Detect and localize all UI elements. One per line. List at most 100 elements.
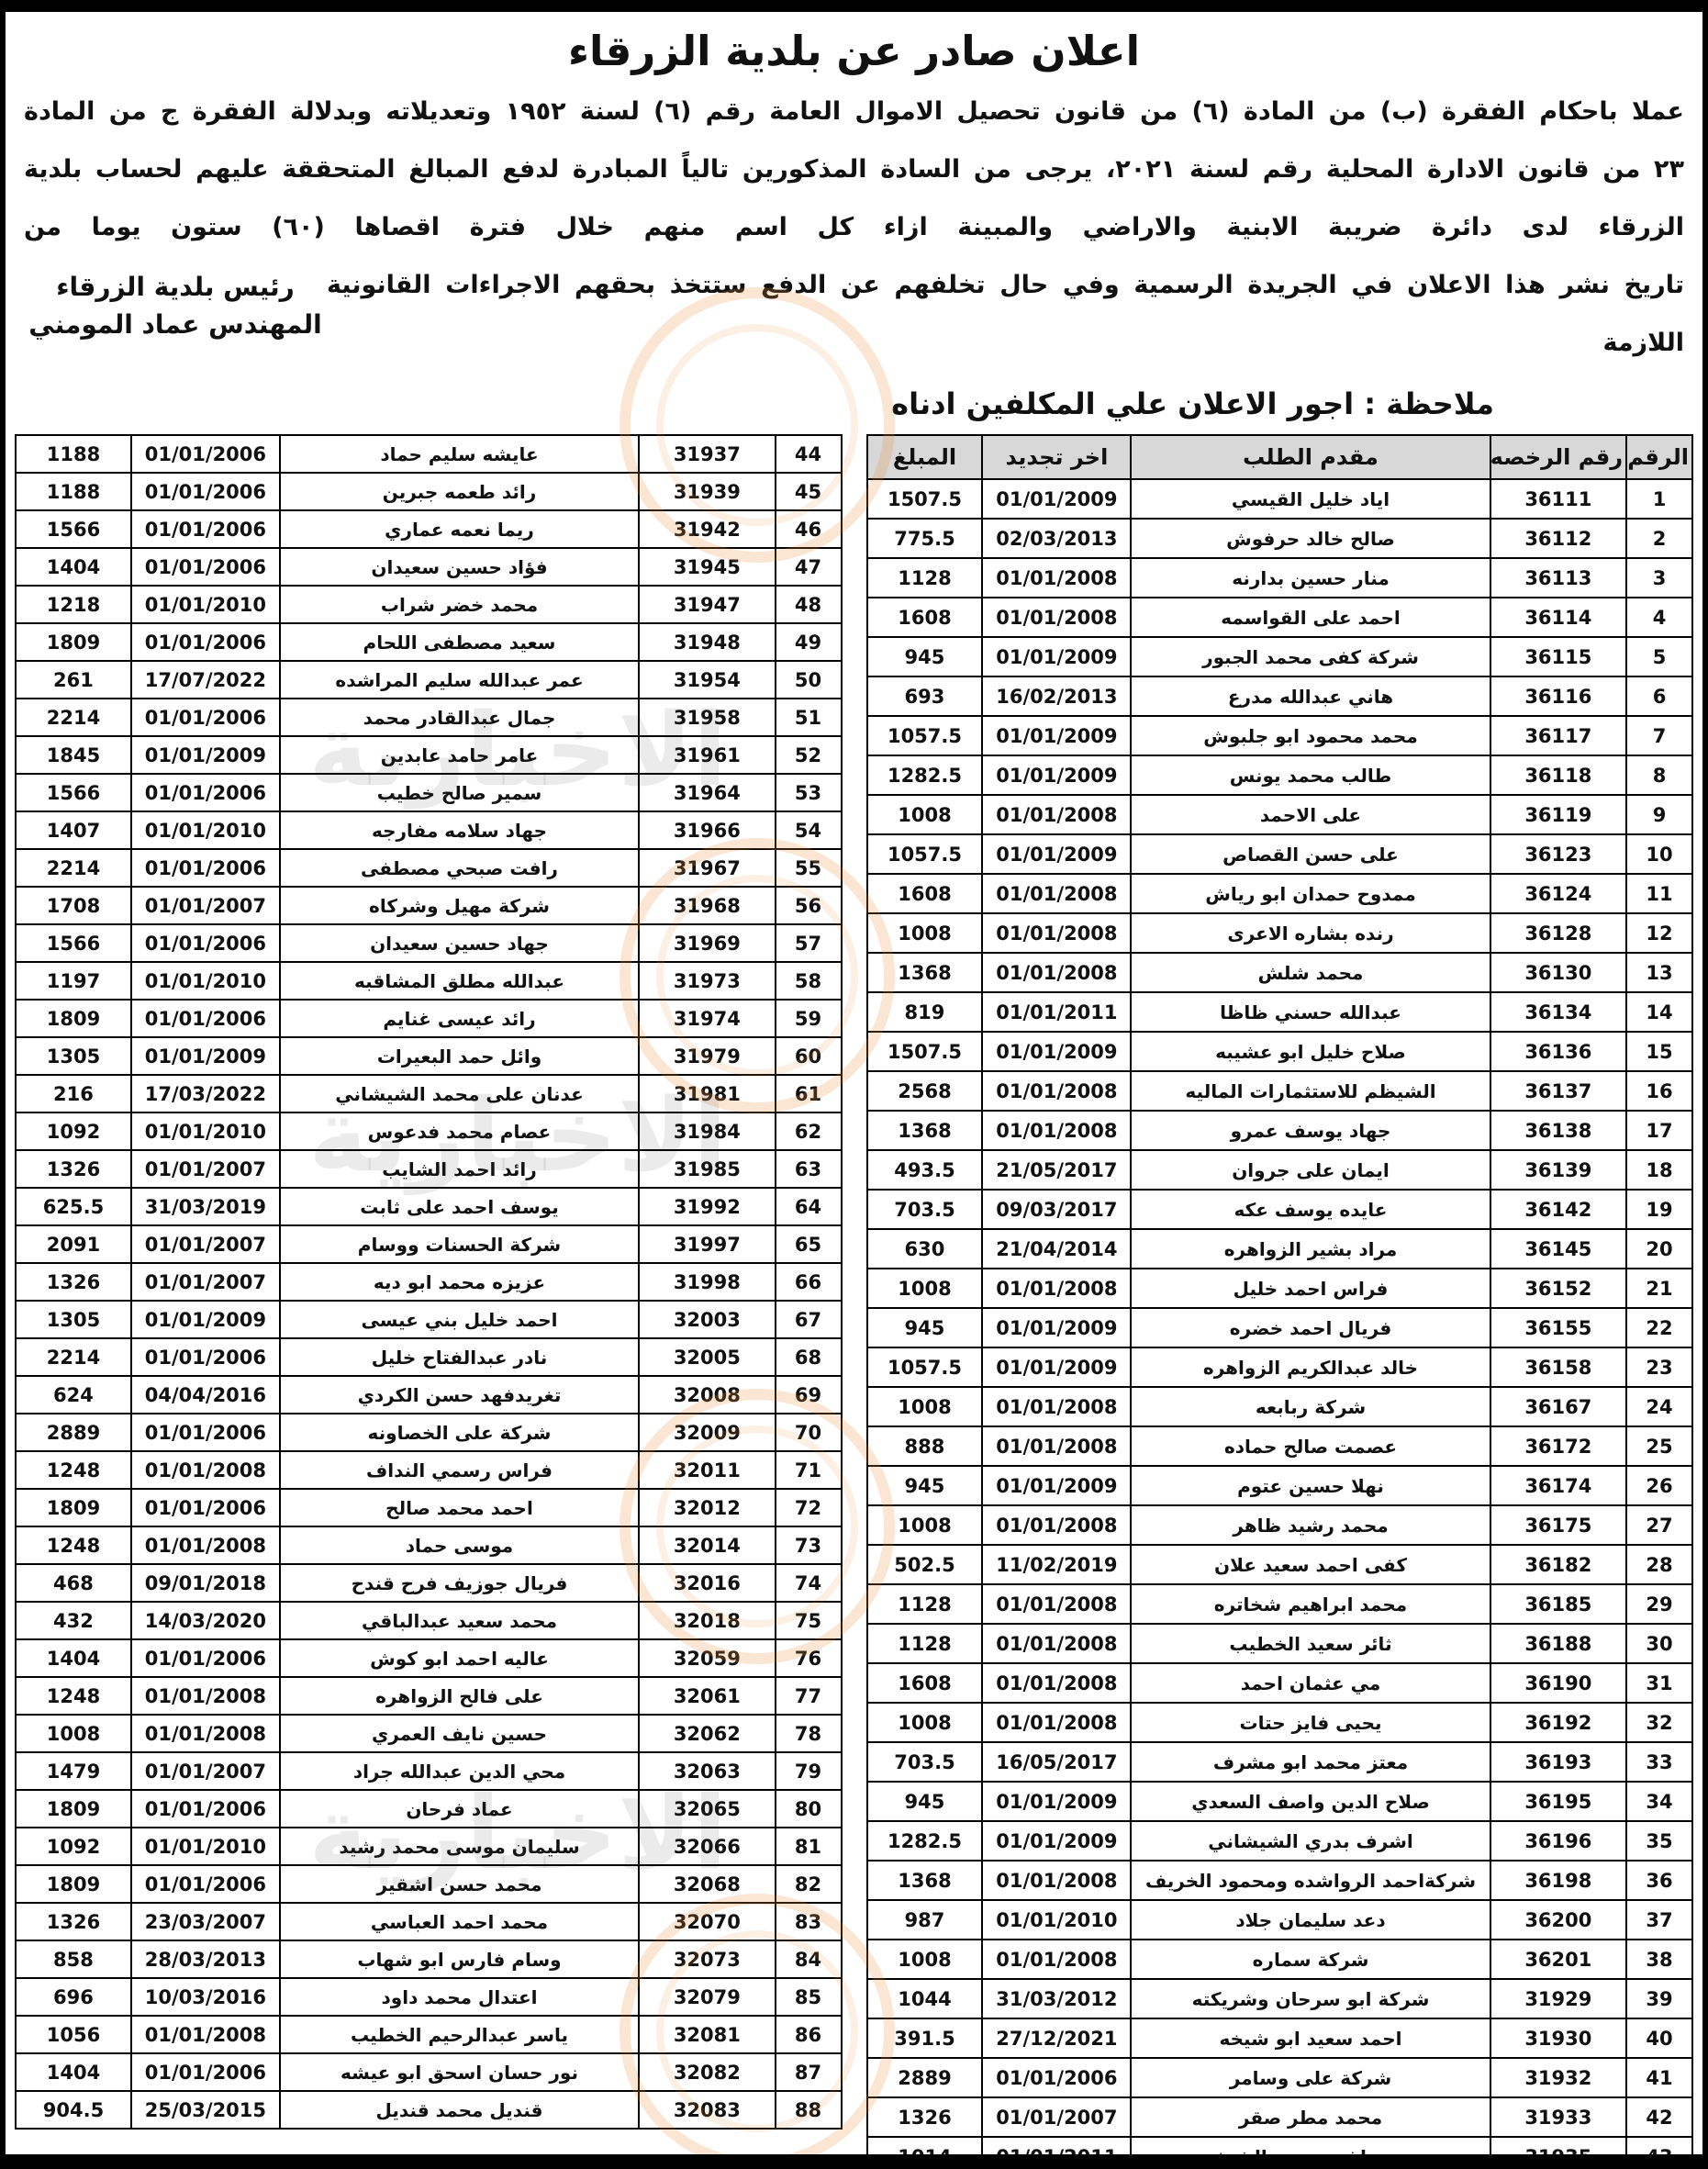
cell-license: 32073 [638,1940,776,1979]
cell-license: 36128 [1489,912,1628,954]
cell-amount: 1008 [865,912,984,954]
table-row: 42 31933 محمد مطر صقر 01/01/2007 1326 [865,2096,1693,2138]
cell-renewal: 01/01/2006 [129,999,281,1038]
cell-num: 6 [1625,676,1693,717]
cell-amount: 1368 [865,1110,984,1151]
cell-applicant: صالح خالد حرفوش [1130,518,1491,559]
cell-applicant: فراس احمد خليل [1130,1268,1491,1309]
cell-amount: 1197 [15,961,132,1001]
table-row: 53 31964 سمير صالح خطيب 01/01/2006 1566 [15,773,843,812]
cell-applicant: محي الدين عبدالله جراد [278,1751,641,1791]
cell-renewal: 01/01/2009 [981,1031,1133,1072]
cell-amount: 696 [15,1977,132,2017]
cell-num: 76 [774,1638,843,1678]
cell-num: 70 [774,1413,843,1452]
cell-amount: 2568 [865,1070,984,1112]
cell-amount: 2889 [865,2057,984,2098]
cell-renewal: 01/01/2007 [129,1149,281,1189]
table-row: 22 36155 فريال احمد خضره 01/01/2009 945 [865,1307,1693,1348]
cell-license: 31979 [638,1036,776,1076]
cell-amount: 819 [865,991,984,1033]
table-row: 49 31948 سعيد مصطفى اللحام 01/01/2006 1809 [15,622,843,662]
cell-num: 79 [774,1751,843,1791]
cell-applicant: شركة كفى محمد الجبور [1130,636,1491,677]
table-row: 38 36201 شركة سماره 01/01/2008 1008 [865,1939,1693,1980]
cell-num: 40 [1625,2018,1693,2059]
cell-applicant: على الاحمد [1130,794,1491,835]
cell-amount: 888 [865,1426,984,1467]
cell-applicant: شركة الحسنات ووسام [278,1224,641,1264]
cell-num: 39 [1625,1978,1693,2019]
table-row: 71 32011 فراس رسمي النداف 01/01/2008 1248 [15,1450,843,1490]
cell-applicant: شركة مهيل وشركاه [278,886,641,925]
table-row: 16 36137 الشيظم للاستثمارات الماليه 01/01/2… [865,1070,1693,1112]
table-row: 57 31969 جهاد حسين سعيدان 01/01/2006 1566 [15,923,843,963]
cell-amount: 904.5 [15,2090,132,2130]
table-row: 36 36198 شركةاحمد الرواشده ومحمود الخريف 01… [865,1860,1693,1901]
cell-renewal: 01/01/2007 [981,2096,1133,2138]
cell-num: 16 [1625,1070,1693,1112]
cell-num: 2 [1625,518,1693,559]
cell-renewal: 01/01/2006 [129,1638,281,1678]
table-row: 21 36152 فراس احمد خليل 01/01/2008 1008 [865,1268,1693,1309]
cell-license: 31968 [638,886,776,925]
table-row: 59 31974 رائد عيسى غنايم 01/01/2006 1809 [15,999,843,1038]
table-row: 83 32070 محمد احمد العباسي 23/03/2007 1326 [15,1902,843,1941]
cell-renewal: 01/01/2008 [981,1504,1133,1546]
cell-applicant: كفى احمد سعيد علان [1130,1544,1491,1585]
cell-amount: 1809 [15,622,132,662]
table-row: 33 36193 معتز محمد ابو مشرف 16/05/2017 703.5 [865,1741,1693,1783]
cell-num: 28 [1625,1544,1693,1585]
table-row: 64 31992 يوسف احمد على ثابت 31/03/2019 625.5 [15,1187,843,1226]
table-row: 86 32081 ياسر عبدالرحيم الخطيب 01/01/2008 10… [15,2015,843,2054]
cell-amount: 1845 [15,735,132,775]
cell-amount: 1008 [865,1504,984,1546]
cell-num: 50 [774,660,843,699]
body-paragraph-line-3: الزرقاء لدى دائرة ضريبة الابنية والاراضي… [24,213,1684,241]
cell-num: 21 [1625,1268,1693,1309]
cell-amount: 1014 [865,2136,984,2154]
cell-renewal: 01/01/2007 [129,886,281,925]
cell-license: 32066 [638,1827,776,1866]
cell-amount: 1708 [15,886,132,925]
cell-applicant: شركة ابو سرحان وشريكته [1130,1978,1491,2019]
cell-num: 23 [1625,1347,1693,1388]
cell-renewal: 01/01/2006 [129,622,281,662]
cell-renewal: 01/01/2009 [129,1300,281,1339]
cell-amount: 1404 [15,547,132,587]
cell-renewal: 01/01/2008 [129,1676,281,1716]
cell-num: 12 [1625,912,1693,954]
cell-amount: 1368 [865,1860,984,1901]
cell-license: 31947 [638,585,776,624]
cell-license: 36111 [1489,478,1628,520]
cell-applicant: ممدوح حمدان ابو رياش [1130,873,1491,914]
cell-amount: 1248 [15,1676,132,1716]
cell-license: 36114 [1489,597,1628,638]
cell-renewal: 11/02/2019 [981,1544,1133,1585]
cell-applicant: قنديل محمد قنديل [278,2090,641,2130]
cell-renewal: 01/01/2006 [129,1413,281,1452]
cell-license: 31981 [638,1074,776,1113]
cell-license: 32014 [638,1526,776,1565]
cell-num: 13 [1625,952,1693,993]
cell-amount: 2214 [15,848,132,888]
cell-renewal: 01/01/2006 [129,848,281,888]
cell-renewal: 01/01/2006 [129,509,281,549]
table-row: 17 36138 جهاد يوسف عمرو 01/01/2008 1368 [865,1110,1693,1151]
cell-amount: 493.5 [865,1149,984,1191]
cell-license: 32018 [638,1601,776,1640]
table-row: 82 32068 محمد حسن اشقير 01/01/2006 1809 [15,1864,843,1904]
table-row: 23 36158 خالد عبدالكريم الزواهره 01/01/2009… [865,1347,1693,1388]
cell-num: 7 [1625,715,1693,756]
cell-renewal: 01/01/2008 [981,1386,1133,1427]
cell-num: 72 [774,1488,843,1527]
cell-applicant: ايمان على جروان [1130,1149,1491,1191]
cell-amount: 1092 [15,1827,132,1866]
cell-num: 75 [774,1601,843,1640]
cell-amount: 945 [865,1781,984,1822]
table-row: 24 36167 شركة ربابعه 01/01/2008 1008 [865,1386,1693,1427]
cell-applicant: شركة سماره [1130,1939,1491,1980]
cell-license: 32012 [638,1488,776,1527]
fees-note: ملاحظة : اجور الاعلان علي المكلفين ادناه [891,386,1494,421]
table-row: 78 32062 حسين نايف العمري 01/01/2008 1008 [15,1714,843,1753]
